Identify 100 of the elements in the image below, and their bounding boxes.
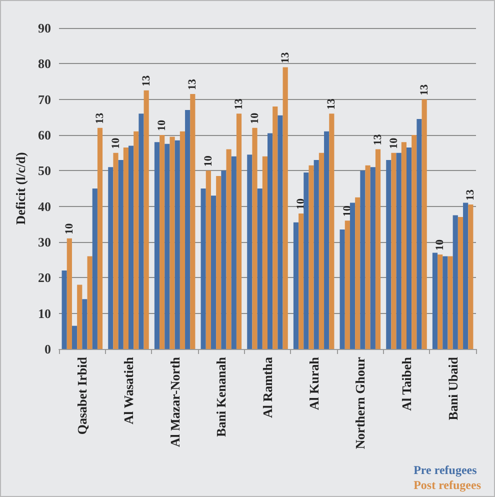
bar <box>174 140 180 349</box>
bar <box>66 238 72 349</box>
bar <box>370 167 376 349</box>
annotation: 13 <box>233 98 246 110</box>
x-tick-label: Bani Kenanah <box>214 356 229 437</box>
x-tick-label: Al Taibeh <box>399 356 414 411</box>
annotation: 13 <box>140 74 152 86</box>
bar <box>113 152 118 349</box>
bar <box>216 176 222 349</box>
annotation: 13 <box>186 78 199 90</box>
bar <box>252 128 258 349</box>
bar <box>340 230 345 349</box>
bar <box>164 144 170 349</box>
bar <box>298 213 304 349</box>
bar <box>412 135 417 349</box>
bar <box>206 170 211 349</box>
bar <box>324 131 330 349</box>
annotation: 13 <box>94 112 106 124</box>
x-tick-label: Al Ramtha <box>260 356 275 418</box>
annotation: 13 <box>418 84 430 96</box>
annotation: 13 <box>326 98 338 110</box>
y-axis-title: Deficit (l/c/d) <box>13 152 28 225</box>
bar <box>416 118 422 349</box>
bar <box>458 217 464 349</box>
bar <box>386 160 392 349</box>
y-tick-label: 10 <box>38 306 51 321</box>
bar <box>329 114 334 349</box>
bar <box>236 114 242 349</box>
y-tick-label: 50 <box>38 163 51 178</box>
bar <box>160 135 165 349</box>
bar <box>87 256 92 349</box>
annotation: 13 <box>372 134 384 146</box>
annotation: 13 <box>279 52 292 64</box>
bar <box>226 149 232 349</box>
bar <box>210 196 216 349</box>
bar <box>138 114 144 349</box>
annotation: 10 <box>202 155 214 167</box>
bar <box>448 256 453 349</box>
annotation: 10 <box>434 238 446 250</box>
y-tick-label: 70 <box>38 92 51 107</box>
bar <box>375 149 381 349</box>
bar <box>272 106 278 349</box>
bar <box>231 156 236 349</box>
bar <box>422 99 427 349</box>
annotation: 10 <box>110 137 122 149</box>
bar <box>438 254 443 349</box>
x-tick-label: Qasabet Irbid <box>74 356 90 435</box>
y-tick-label: 40 <box>38 198 51 214</box>
bar <box>432 252 438 349</box>
x-tick-label: Al Wasatieh <box>121 356 136 424</box>
bar <box>118 160 124 349</box>
bar <box>452 215 458 349</box>
annotation: 13 <box>464 189 477 201</box>
bar <box>123 147 128 349</box>
bar <box>97 128 103 349</box>
bar <box>355 197 360 349</box>
bar <box>200 188 206 349</box>
bar <box>396 152 402 349</box>
bar <box>262 156 268 349</box>
annotation: 10 <box>156 120 168 131</box>
bar <box>293 222 299 349</box>
y-tick-label: 30 <box>38 234 51 250</box>
y-tick-label: 80 <box>38 56 51 72</box>
bar <box>442 256 448 349</box>
bar <box>406 147 412 349</box>
y-tick-label: 90 <box>38 20 51 36</box>
annotation: 10 <box>63 222 76 234</box>
x-tick-label: Bani Ubaid <box>445 356 460 420</box>
bar <box>304 172 309 349</box>
bar <box>92 188 98 349</box>
bar <box>268 133 273 349</box>
bar <box>468 204 474 349</box>
bar <box>108 167 114 349</box>
bar <box>365 165 370 349</box>
bar <box>463 202 468 349</box>
bar <box>128 146 134 349</box>
y-tick-label: 0 <box>44 342 51 356</box>
bar <box>344 220 350 349</box>
x-tick-label: Al Mazar-North <box>167 356 182 448</box>
bar <box>72 326 78 349</box>
bar <box>257 188 262 349</box>
bar <box>350 202 356 349</box>
bar <box>318 152 324 349</box>
x-tick-label: Al Kurah <box>306 356 322 410</box>
bar <box>314 160 319 349</box>
text: Pre refugees <box>414 463 478 477</box>
bar <box>82 299 88 349</box>
bar <box>391 152 396 349</box>
bar <box>77 284 82 349</box>
bar <box>221 170 226 349</box>
bar <box>190 94 196 349</box>
bar <box>401 142 406 349</box>
bar <box>278 115 283 349</box>
bar <box>144 90 149 349</box>
bar <box>170 136 175 349</box>
y-tick-label: 20 <box>38 270 51 286</box>
bar <box>282 67 288 349</box>
text: Post refugees <box>414 478 482 492</box>
bar <box>247 154 252 349</box>
bar <box>185 110 190 349</box>
